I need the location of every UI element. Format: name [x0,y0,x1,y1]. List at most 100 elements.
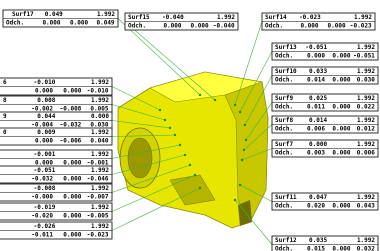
tolerance: 1.992 [357,237,375,244]
surface-name: Surf15 [128,14,150,21]
tolerance: 1.992 [91,129,109,136]
measure-point [184,154,186,156]
deviation-value: 0.003 [307,149,325,156]
deviation-value: 0.000 [63,231,81,238]
measure-point [243,149,245,151]
surface-name: Surf10 [275,68,297,75]
tolerance: 1.992 [97,11,115,18]
cad-view: Surf170.0491.992Odch.0.0000.0000.049Surf… [0,0,380,251]
deviation-value: 0.032 [357,245,375,251]
measured-value: 0.009 [37,129,55,136]
measure-point [214,99,216,101]
deviation-value: -0.004 [31,121,53,128]
tolerance: 1.992 [357,141,375,148]
deviation-value: 0.006 [307,125,325,132]
deviation-value: -0.000 [31,193,53,200]
measure-point [239,111,241,113]
deviation-value: 0.020 [307,202,325,209]
deviation-value: 0.000 [63,159,81,166]
deviation-value: -0.005 [87,212,109,219]
surface-name: Surf7 [275,141,293,148]
measured-value: 0.008 [37,97,55,104]
measure-point [189,164,191,166]
deviation-value: 0.000 [191,22,209,29]
deviation-label: Odch. [275,202,293,209]
deviation-label: Odch. [275,245,293,251]
deviation-value: -0.002 [31,105,53,112]
measure-point [159,109,161,111]
measured-value: -0.019 [34,204,56,211]
tolerance: 1.992 [91,185,109,192]
deviation-value: 0.000 [35,87,53,94]
measured-value: -0.008 [34,185,56,192]
deviation-label: Odch. [275,103,293,110]
deviation-value: -0.023 [350,22,372,29]
deviation-value: -0.051 [353,52,375,59]
deviation-value: -0.006 [60,137,82,144]
measure-point [164,119,166,121]
tolerance: 1.992 [91,79,109,86]
measured-value: 0.047 [309,194,327,201]
tolerance: 1.992 [91,223,109,230]
measure-point [239,184,241,186]
deviation-value: 0.000 [332,202,350,209]
deviation-label: Odch. [275,52,293,59]
surface-name: Surf12 [275,237,297,244]
surface-name: Surf14 [265,14,287,21]
deviation-value: 0.000 [35,137,53,144]
deviation-value: 0.000 [35,159,53,166]
tolerance: 0.000 [91,113,109,120]
deviation-value: 0.000 [63,193,81,200]
tolerance: 1.992 [357,95,375,102]
tolerance: 1.992 [357,117,375,124]
measured-value: -0.040 [162,14,184,21]
deviation-value: -0.008 [60,105,82,112]
measure-point [169,127,171,129]
measure-point [241,159,243,161]
deviation-value: 0.000 [70,19,88,26]
deviation-value: 0.030 [90,121,108,128]
measure-point [245,139,247,141]
measured-value: 0.049 [45,11,63,18]
deviation-value: 0.000 [63,87,81,94]
tolerance: 1.992 [91,167,109,174]
deviation-value: 0.000 [332,149,350,156]
deviation-value: 0.000 [332,103,350,110]
deviation-label: Odch. [128,22,146,29]
deviation-value: -0.007 [87,193,109,200]
deviation-value: 0.030 [357,76,375,83]
measured-value: -0.001 [34,151,56,158]
deviation-label: Odch. [275,149,293,156]
deviation-value: 0.043 [357,202,375,209]
deviation-value: -0.046 [87,175,109,182]
measured-value: -0.026 [34,223,56,230]
deviation-value: 0.011 [307,103,325,110]
deviation-value: 0.000 [163,22,181,29]
deviation-label: Odch. [275,125,293,132]
measured-value: -0.023 [299,14,321,21]
deviation-value: 0.000 [300,22,318,29]
deviation-value: 0.005 [90,105,108,112]
measured-value: 0.035 [309,237,327,244]
deviation-value: 0.040 [90,137,108,144]
deviation-value: 0.000 [332,76,350,83]
deviation-value: -0.011 [31,231,53,238]
surface-name: 9 [3,113,7,120]
deviation-value: 0.022 [357,103,375,110]
surface-name: Surf11 [275,194,297,201]
surface-name: Surf9 [275,95,293,102]
measured-value: 0.014 [309,117,327,124]
measure-point [244,124,246,126]
surface-name: Surf17 [12,11,34,18]
deviation-value: 0.006 [357,149,375,156]
measured-value: 0.025 [309,95,327,102]
deviation-value: 0.000 [63,175,81,182]
measure-point [199,94,201,96]
measured-value: -0.010 [34,79,56,86]
tolerance: 1.992 [91,97,109,104]
bore-inner [128,138,152,178]
measure-point [199,187,201,189]
tolerance: 1.992 [357,68,375,75]
deviation-value: -0.001 [87,159,109,166]
measured-value: 0.033 [309,68,327,75]
